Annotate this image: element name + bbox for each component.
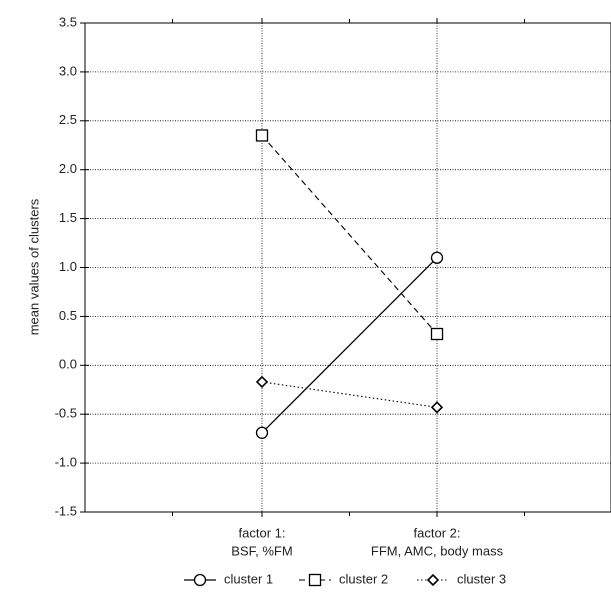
x-category-label: BSF, %FM — [231, 543, 292, 558]
y-tick-label: -1.5 — [55, 503, 77, 518]
legend-item: cluster 3 — [417, 571, 506, 586]
y-tick-label: -1.0 — [55, 455, 77, 470]
legend-item: cluster 2 — [299, 571, 388, 586]
series-2 — [255, 129, 444, 341]
y-tick-label: 1.0 — [59, 259, 77, 274]
y-tick-label: 3.0 — [59, 63, 77, 78]
legend: cluster 1 cluster 2 cluster 3 — [184, 571, 506, 586]
data-point-diamond — [430, 401, 444, 414]
y-tick-label: 2.0 — [59, 161, 77, 176]
grid-lines — [85, 23, 611, 512]
series-1 — [255, 251, 444, 439]
x-category-label: factor 1: — [239, 525, 286, 540]
series-line — [261, 257, 438, 434]
legend-marker-square — [308, 573, 322, 587]
data-point-diamond — [255, 375, 269, 389]
x-category-label: FFM, AMC, body mass — [371, 543, 504, 558]
legend-label: cluster 2 — [339, 571, 388, 586]
data-point-circle — [430, 251, 444, 264]
y-tick-label: 0.5 — [59, 308, 77, 323]
series-3 — [255, 375, 444, 414]
legend-item: cluster 1 — [184, 571, 273, 586]
x-category-label: factor 2: — [414, 525, 461, 540]
data-point-circle — [255, 426, 269, 439]
legend-marker-circle — [193, 573, 207, 587]
y-tick-label: 3.5 — [59, 14, 77, 29]
data-point-square — [430, 327, 444, 341]
data-point-square — [255, 129, 269, 142]
y-tick-label: -0.5 — [55, 406, 77, 421]
series-line — [261, 381, 438, 408]
y-axis-title: mean values of clusters — [26, 198, 41, 335]
legend-marker-diamond — [426, 573, 440, 587]
x-axis: factor 1: BSF, %FM factor 2: FFM, AMC, body… — [172, 18, 525, 558]
y-axis: 3.5 3.0 2.5 2.0 1.5 1.0 0.5 0.0 -0.5 -1.0 -1.5 — [55, 14, 89, 518]
legend-label: cluster 1 — [224, 571, 273, 586]
legend-label: cluster 3 — [457, 571, 506, 586]
y-tick-label: 0.0 — [59, 357, 77, 372]
series-line — [261, 135, 438, 335]
y-tick-label: 2.5 — [59, 112, 77, 127]
series — [255, 129, 444, 439]
y-tick-label: 1.5 — [59, 210, 77, 225]
